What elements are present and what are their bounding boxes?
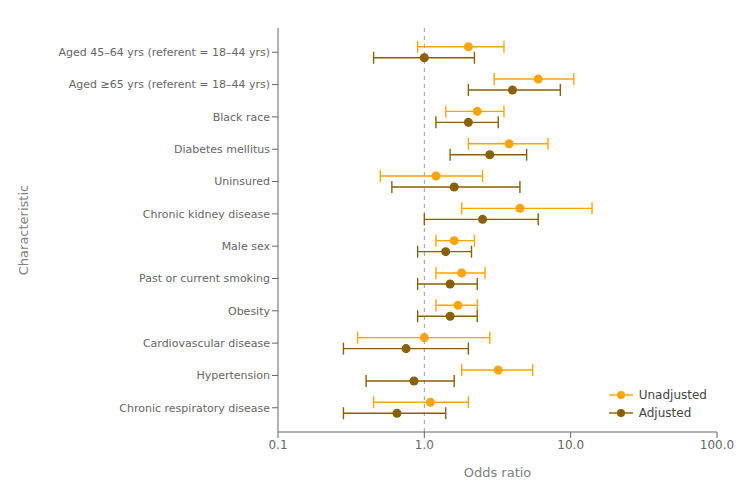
svg-text:Uninsured: Uninsured bbox=[214, 175, 270, 188]
svg-text:Obesity: Obesity bbox=[228, 305, 271, 318]
svg-text:Diabetes mellitus: Diabetes mellitus bbox=[174, 143, 270, 156]
svg-text:Hypertension: Hypertension bbox=[196, 369, 270, 382]
svg-text:Aged 45–64 yrs (referent = 18–: Aged 45–64 yrs (referent = 18–44 yrs) bbox=[58, 46, 270, 59]
svg-text:1.0: 1.0 bbox=[415, 438, 434, 452]
svg-text:Chronic kidney disease: Chronic kidney disease bbox=[143, 208, 270, 221]
svg-text:Chronic respiratory disease: Chronic respiratory disease bbox=[119, 402, 270, 415]
svg-text:Odds ratio: Odds ratio bbox=[464, 465, 532, 480]
svg-text:Cardiovascular disease: Cardiovascular disease bbox=[143, 337, 270, 350]
html-text:Adjusted: Adjusted bbox=[638, 406, 692, 420]
svg-text:Male sex: Male sex bbox=[222, 240, 271, 253]
svg-text:Characteristic: Characteristic bbox=[16, 185, 31, 275]
svg-text:100.0: 100.0 bbox=[700, 438, 734, 452]
svg-text:Past or current smoking: Past or current smoking bbox=[139, 272, 270, 285]
svg-text:Black race: Black race bbox=[213, 111, 271, 124]
svg-text:0.1: 0.1 bbox=[268, 438, 287, 452]
svg-text:10.0: 10.0 bbox=[557, 438, 584, 452]
svg-text:Aged ≥65 yrs (referent = 18–44: Aged ≥65 yrs (referent = 18–44 yrs) bbox=[69, 78, 270, 91]
html-text:Unadjusted: Unadjusted bbox=[638, 388, 707, 402]
